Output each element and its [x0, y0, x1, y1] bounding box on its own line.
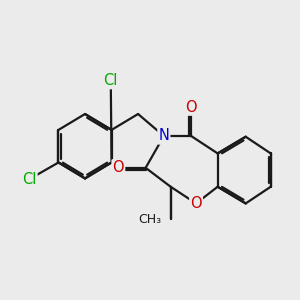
Text: O: O: [190, 196, 202, 211]
Text: Cl: Cl: [103, 73, 118, 88]
Text: CH₃: CH₃: [138, 213, 161, 226]
Text: O: O: [112, 160, 124, 175]
Text: Cl: Cl: [22, 172, 37, 187]
Text: N: N: [158, 128, 169, 143]
Text: O: O: [185, 100, 197, 115]
